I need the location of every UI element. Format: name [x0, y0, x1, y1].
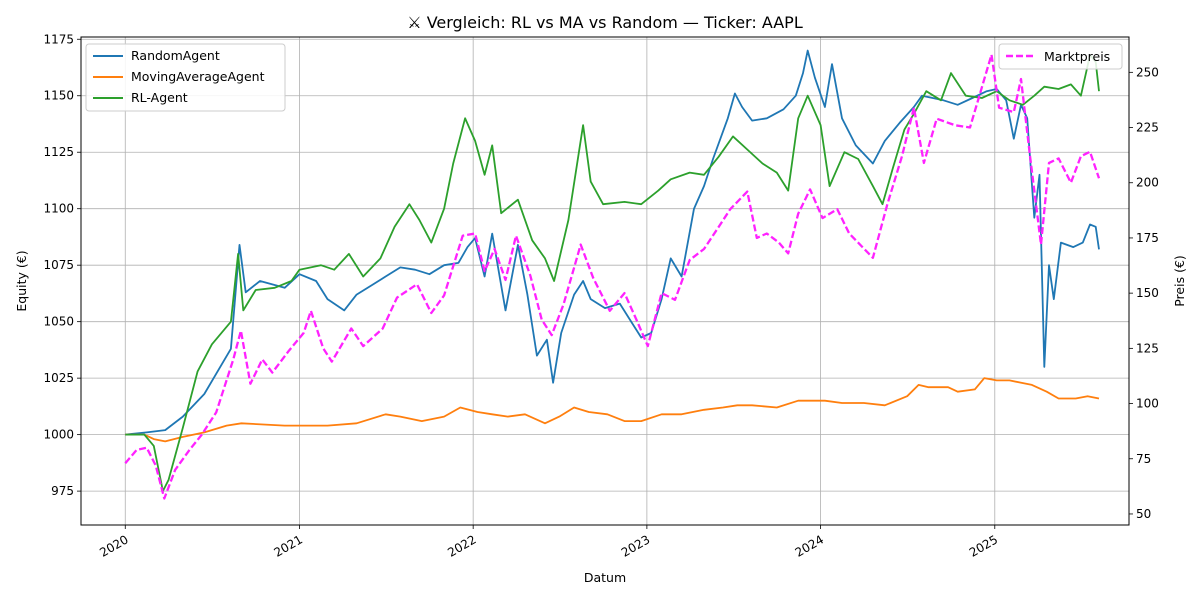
y-right-tick-label: 150 [1136, 286, 1159, 300]
legend-left: RandomAgent MovingAverageAgent RL-Agent [85, 43, 286, 112]
legend-label-rl-agent: RL-Agent [131, 90, 188, 105]
y-right-axis-label: Preis (€) [1172, 255, 1187, 307]
legend-label-movingaverageagent: MovingAverageAgent [131, 69, 265, 84]
y-right-tick-label: 225 [1136, 121, 1159, 135]
y-right-tick-label: 100 [1136, 397, 1159, 411]
series-line-movingaverageagent [125, 377, 1100, 443]
y-left-tick-label: 1050 [43, 315, 74, 329]
y-left-tick-label: 1075 [43, 258, 74, 272]
y-left-tick-label: 1025 [43, 371, 74, 385]
y-right-tick-label: 250 [1136, 65, 1159, 79]
chart-title: ⚔ Vergleich: RL vs MA vs Random — Ticker… [407, 13, 803, 32]
y-right-axis-ticks: 50 75 100 125 150 175 200 225 250 [1129, 65, 1159, 521]
y-left-tick-label: 1125 [43, 145, 74, 159]
legend-left-box [85, 43, 286, 112]
y-left-tick-label: 1150 [43, 89, 74, 103]
series-line-marktpreis [124, 53, 1101, 500]
y-left-tick-label: 975 [51, 484, 74, 498]
legend-right-box [998, 43, 1123, 70]
y-right-tick-label: 125 [1136, 341, 1159, 355]
series-line-randomagent [125, 49, 1100, 436]
series-line-rl-agent [125, 54, 1100, 492]
y-left-axis-ticks: 975 1000 1025 1050 1075 1100 1125 1150 1175 [43, 32, 81, 498]
legend-label-randomagent: RandomAgent [131, 48, 220, 63]
plot-series [124, 49, 1101, 500]
y-left-tick-label: 1175 [43, 32, 74, 46]
y-right-tick-label: 50 [1136, 507, 1151, 521]
y-left-tick-label: 1000 [43, 428, 74, 442]
legend-right: Marktpreis [998, 43, 1123, 70]
y-right-tick-label: 175 [1136, 231, 1159, 245]
y-left-tick-label: 1100 [43, 202, 74, 216]
y-left-axis-label: Equity (€) [14, 250, 29, 311]
y-right-tick-label: 200 [1136, 176, 1159, 190]
grid-lines [81, 37, 1129, 525]
legend-label-marktpreis: Marktpreis [1044, 49, 1110, 64]
y-right-tick-label: 75 [1136, 452, 1151, 466]
plot-frame [80, 36, 1130, 526]
x-axis-label: Datum [584, 570, 626, 585]
